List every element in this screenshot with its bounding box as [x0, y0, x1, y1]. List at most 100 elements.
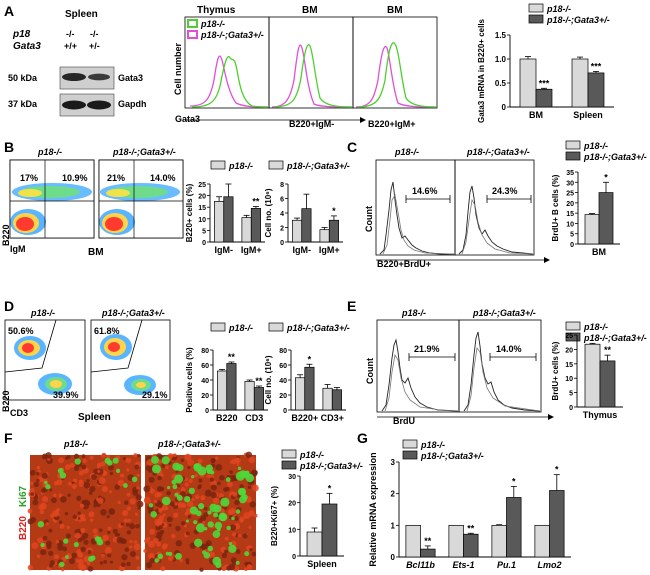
chart-g-ytick-label: 1 — [391, 521, 396, 530]
micrograph-texture-dot — [87, 566, 94, 572]
facs-d-xlabel: CD3 — [10, 408, 28, 418]
micrograph-texture-dot — [145, 465, 152, 471]
western-mw-37: 37 kDa — [8, 99, 38, 109]
micrograph-texture-dot — [52, 510, 60, 518]
micrograph-ki67-dot — [215, 561, 222, 569]
chart-e-category-label: Thymus — [583, 410, 618, 420]
micrograph-ki67-dot — [214, 521, 223, 530]
micrograph-texture-dot — [137, 506, 141, 510]
chart-a-ytick-label: 0.5 — [495, 79, 507, 88]
micrograph-texture-dot — [134, 512, 139, 516]
chart-g-legend-label: p18-/-;Gata3+/- — [420, 451, 484, 461]
micrograph-texture-dot — [239, 516, 245, 522]
chart-g-significance: * — [512, 476, 516, 486]
micrograph-ki67-dot — [175, 552, 182, 560]
micrograph-texture-dot — [248, 525, 252, 529]
micrograph-ki67-dot — [150, 511, 157, 518]
chart-e-bar — [584, 343, 601, 408]
micrograph-texture-dot — [29, 481, 34, 485]
micrograph-texture-dot — [55, 540, 60, 544]
micrograph-texture-dot — [175, 540, 183, 547]
micrograph-ki67-dot — [185, 519, 189, 523]
hist-xlabel-b220-igm-pos: B220+IgM+ — [368, 119, 416, 129]
chart-f-ytick-label: 10 — [288, 527, 296, 534]
chart-e-legend-label: p18-/- — [583, 322, 608, 332]
micrograph-texture-dot — [232, 561, 237, 566]
micrograph-ki67-dot — [231, 516, 235, 521]
micrograph-ki67-dot — [116, 468, 121, 473]
micrograph-texture-dot — [208, 551, 216, 559]
micrograph-texture-dot — [132, 489, 139, 496]
micrograph-texture-dot — [126, 506, 131, 511]
chart-d-no-category-label: CD3+ — [321, 413, 344, 423]
chart-d-pct-category-label: B220 — [216, 413, 238, 423]
micrograph-texture-dot — [218, 493, 224, 499]
micrograph-texture-dot — [126, 468, 130, 472]
micrograph-texture-dot — [148, 476, 155, 483]
chart-a-category-label: BM — [529, 110, 543, 120]
micrograph-texture-dot — [108, 490, 113, 494]
chart-f-ytick-label: 20 — [288, 501, 296, 508]
chart-a-significance: *** — [591, 61, 602, 71]
hist-curve-bm2-green — [357, 42, 437, 108]
hist-e-gate-1-value: 21.9% — [414, 344, 440, 354]
micrograph-texture-dot — [248, 456, 256, 464]
micrograph-texture-dot — [186, 500, 194, 508]
chart-d-no-ytick-label: 20 — [279, 393, 287, 400]
chart-c-legend-swatch — [565, 151, 581, 161]
micrograph-texture-dot — [191, 498, 195, 502]
micrograph-texture-dot — [242, 533, 248, 539]
micrograph-texture-dot — [77, 511, 81, 515]
micrograph-texture-dot — [41, 453, 48, 460]
micrograph-texture-dot — [36, 465, 41, 470]
micrograph-ki67-dot — [195, 510, 202, 517]
micrograph-texture-dot — [177, 484, 181, 488]
micrograph-texture-dot — [78, 479, 83, 484]
chart-e-ytick-label: 20 — [565, 347, 573, 354]
chart-f-legend-label: p18-/-;Gata3+/- — [299, 461, 363, 471]
panel-letter-a: A — [4, 3, 14, 19]
hist-curve-thymus-green — [191, 56, 269, 108]
micrograph-texture-dot — [89, 485, 96, 493]
chart-d-pct-ytick-label: 60 — [201, 363, 209, 370]
micrograph-texture-dot — [97, 464, 101, 469]
micrograph-texture-dot — [200, 515, 207, 522]
micrograph-texture-dot — [203, 506, 208, 511]
micrograph-texture-dot — [149, 488, 155, 494]
micrograph-ki67-dot — [198, 503, 205, 510]
chart-a-legend-label: p18-/- — [546, 4, 571, 14]
facs-d-plot-2-frame — [90, 319, 171, 401]
micrograph-texture-dot — [58, 520, 63, 525]
micrograph-texture-dot — [214, 456, 219, 461]
micrograph-texture-dot — [231, 458, 237, 465]
micrograph-texture-dot — [152, 537, 159, 544]
chart-c-category-label: BM — [592, 247, 606, 257]
chart-c-ytick-label: 25 — [566, 191, 574, 198]
micrograph-ki67-dot — [235, 471, 245, 481]
micrograph-texture-dot — [60, 496, 67, 503]
chart-b-pct-bar — [223, 196, 234, 243]
micrograph-texture-dot — [209, 477, 214, 482]
hist-title-thymus: Thymus — [197, 5, 236, 16]
micrograph-texture-dot — [81, 464, 87, 470]
micrograph-texture-dot — [200, 543, 207, 550]
hist-ylabel: Cell number — [173, 42, 183, 95]
chart-a-bar — [535, 88, 553, 108]
chart-d-pct-ytick-label: 0 — [205, 408, 209, 415]
micrograph-texture-dot — [106, 514, 110, 519]
micrograph-texture-dot — [48, 528, 53, 533]
micrograph-texture-dot — [194, 494, 200, 500]
chart-b-pct-ytick-label: 5 — [202, 228, 206, 235]
chart-d-no-ytick-label: 40 — [279, 378, 287, 385]
western-gata3-lane2: +/- — [89, 41, 100, 51]
panel-letter-b: B — [4, 139, 14, 155]
chart-d2-legend-swatch — [268, 322, 284, 332]
micrograph-texture-dot — [234, 499, 240, 506]
chart-d-pct-bar — [244, 381, 255, 411]
micrograph-texture-dot — [197, 458, 203, 464]
hist-c-gate-1-value: 14.6% — [412, 186, 438, 196]
img-f-stain-b220: B220 — [18, 516, 29, 540]
hist-c-curve-2b — [461, 198, 534, 255]
chart-a-legend-label: p18-/-;Gata3+/- — [546, 15, 610, 25]
micrograph-texture-dot — [211, 458, 216, 463]
